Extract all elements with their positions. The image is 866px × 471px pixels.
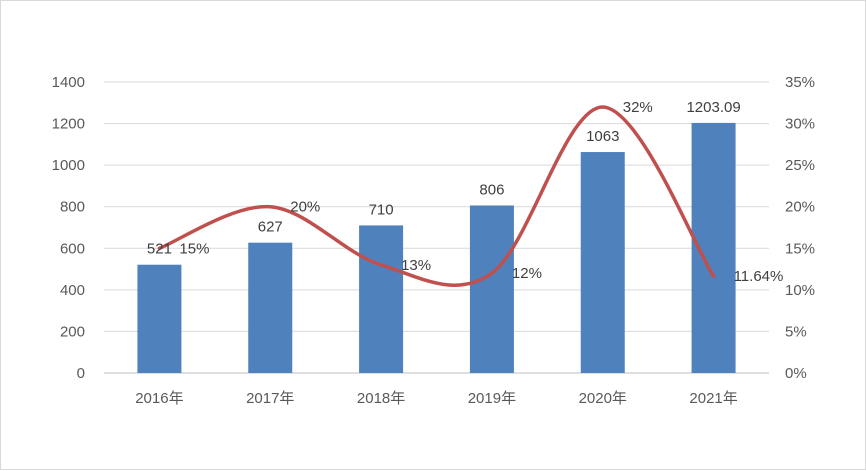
line-data-label: 15%	[179, 240, 209, 257]
category-tick-label: 2017年	[246, 390, 294, 407]
line-data-label: 12%	[512, 265, 542, 282]
category-tick-label: 2020年	[579, 390, 627, 407]
line-point	[157, 246, 161, 250]
line-data-label: 32%	[623, 99, 653, 116]
line-data-labels: 15% 20% 13% 12% 32% 11.64%	[179, 99, 783, 285]
bar-data-labels: 521 627 710 806 1063 1203.09	[147, 99, 741, 258]
line-point	[268, 205, 272, 209]
right-tick-label: 5%	[785, 323, 807, 340]
bar	[580, 152, 625, 373]
right-axis: 0% 5% 10% 15% 20% 25% 30% 35%	[785, 74, 815, 382]
line-point	[712, 274, 716, 278]
category-tick-label: 2021年	[689, 390, 737, 407]
line-point	[379, 263, 383, 267]
left-tick-label: 1400	[52, 74, 85, 91]
bar	[248, 242, 293, 373]
right-tick-label: 0%	[785, 365, 807, 382]
line-point	[490, 271, 494, 275]
category-tick-label: 2016年	[135, 390, 183, 407]
bar-data-label: 710	[369, 201, 394, 218]
bar-data-label: 806	[479, 181, 504, 198]
left-tick-label: 1200	[52, 116, 85, 133]
category-tick-label: 2018年	[357, 390, 405, 407]
gridlines	[104, 81, 769, 374]
line-data-label: 20%	[290, 199, 320, 216]
line-point	[601, 105, 605, 109]
bar	[359, 225, 404, 373]
right-tick-label: 20%	[785, 199, 815, 216]
growth-rate-line	[157, 105, 716, 287]
category-axis: 2016年 2017年 2018年 2019年 2020年 2021年	[135, 390, 738, 407]
bar-data-label: 627	[258, 219, 283, 236]
bar-data-label: 1063	[586, 128, 619, 145]
line-data-label: 11.64%	[734, 268, 784, 285]
right-tick-label: 35%	[785, 74, 815, 91]
bar-data-label: 1203.09	[686, 99, 740, 116]
right-tick-label: 30%	[785, 116, 815, 133]
bar	[469, 205, 514, 373]
left-tick-label: 400	[60, 282, 85, 299]
bar-data-label: 521	[147, 241, 172, 258]
bar	[137, 264, 182, 373]
line-series	[157, 105, 716, 287]
right-tick-label: 10%	[785, 282, 815, 299]
bar-series	[137, 122, 736, 373]
right-tick-label: 15%	[785, 240, 815, 257]
right-tick-label: 25%	[785, 157, 815, 174]
category-tick-label: 2019年	[468, 390, 516, 407]
left-tick-label: 0	[77, 365, 85, 382]
left-axis: 0 200 400 600 800 1000 1200 1400	[52, 74, 85, 382]
left-tick-label: 1000	[52, 157, 85, 174]
left-tick-label: 600	[60, 240, 85, 257]
left-tick-label: 200	[60, 323, 85, 340]
left-tick-label: 800	[60, 199, 85, 216]
line-data-label: 13%	[401, 257, 431, 274]
